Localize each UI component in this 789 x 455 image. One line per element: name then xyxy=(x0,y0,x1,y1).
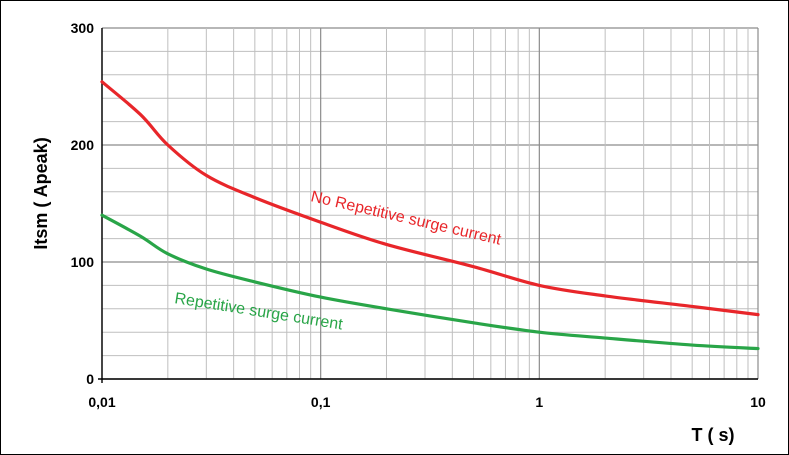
x-tick-label: 0,01 xyxy=(88,394,115,410)
series-label-no-repetitive: No Repetitive surge current xyxy=(309,188,503,249)
series-line-1 xyxy=(100,213,760,351)
grid xyxy=(98,27,759,383)
y-axis-label: Itsm ( Apeak) xyxy=(31,137,51,249)
x-tick-label: 1 xyxy=(535,394,543,410)
y-tick-label: 100 xyxy=(71,254,95,270)
x-axis-label: T ( s) xyxy=(692,425,735,445)
series-lines xyxy=(100,80,760,351)
y-tick-label: 300 xyxy=(71,20,95,36)
y-tick-label: 200 xyxy=(71,137,95,153)
y-tick-label: 0 xyxy=(86,371,94,387)
series-line-0 xyxy=(100,80,760,317)
tick-labels: 0 100 200 300 0,01 0,1 1 10 xyxy=(71,20,766,410)
x-tick-label: 10 xyxy=(750,394,766,410)
x-tick-label: 0,1 xyxy=(311,394,331,410)
